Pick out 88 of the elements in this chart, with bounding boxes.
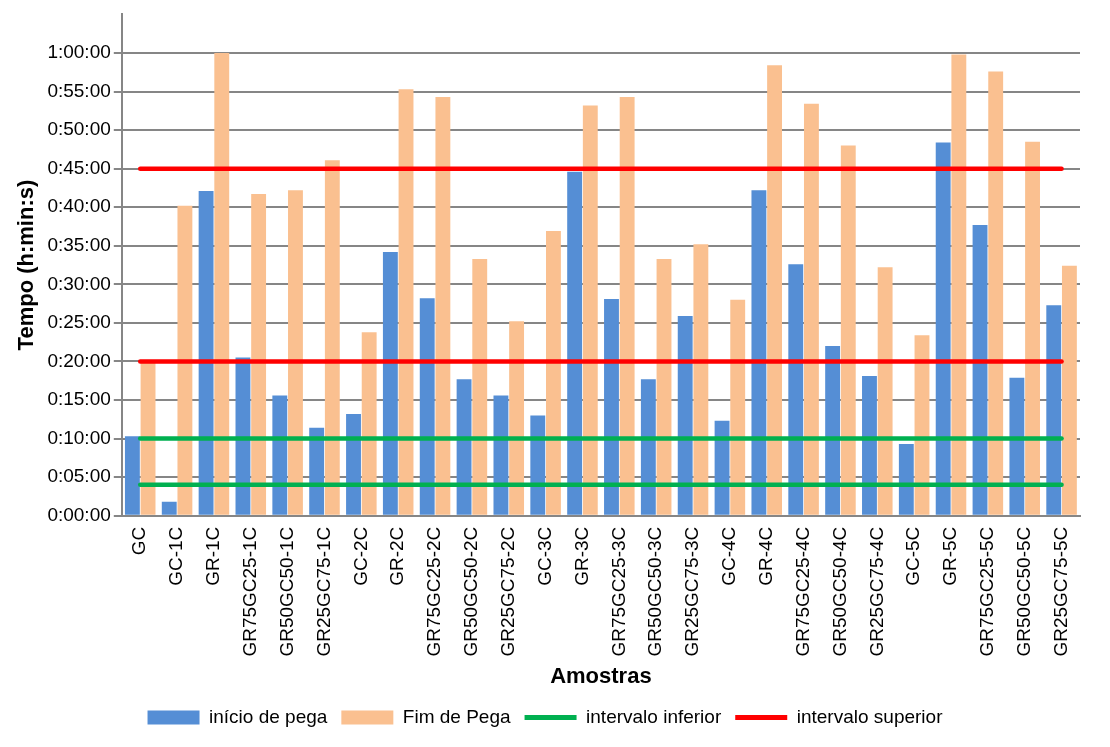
- x-tick-label: GC: [128, 526, 150, 556]
- bar: [567, 171, 583, 515]
- y-tick-label: 0:05:00: [47, 465, 111, 487]
- bar: [582, 105, 598, 515]
- legend-label: intervalo inferior: [586, 705, 722, 727]
- x-tick-label: GR25GC75-3C: [681, 526, 703, 657]
- y-axis-title: Tempo (h:min:s): [13, 179, 39, 351]
- x-tick-label: GC-5C: [902, 526, 924, 586]
- x-tick-label: GR75GC25-5C: [976, 526, 998, 657]
- legend-label: Fim de Pega: [402, 705, 511, 727]
- bar: [251, 194, 267, 515]
- x-axis-title: Amostras: [550, 662, 652, 688]
- bar: [972, 224, 988, 515]
- x-tick-label: GR50GC50-3C: [644, 526, 666, 657]
- y-tick-label: 0:15:00: [47, 388, 111, 410]
- legend-label: início de pega: [209, 705, 328, 727]
- bar: [472, 258, 488, 515]
- bar: [730, 299, 746, 515]
- y-tick-label: 0:00:00: [47, 503, 111, 525]
- bar: [788, 264, 804, 515]
- x-tick-label: GR50GC50-1C: [275, 526, 297, 657]
- x-tick-label: GR25GC75-1C: [312, 526, 334, 657]
- bar: [161, 501, 177, 515]
- bar: [1025, 141, 1040, 515]
- y-tick-label: 0:40:00: [47, 195, 111, 217]
- bar: [1009, 377, 1025, 515]
- bar: [951, 54, 967, 515]
- y-tick-label: 1:00:00: [47, 41, 111, 63]
- bar: [604, 298, 619, 515]
- y-tick-label: 0:10:00: [47, 426, 111, 448]
- x-tick-label: GR25GC75-5C: [1049, 526, 1071, 657]
- bar: [214, 52, 230, 515]
- x-tick-label: GR-2C: [386, 526, 408, 586]
- bar: [935, 142, 951, 515]
- bar: [693, 244, 709, 515]
- bar: [493, 395, 509, 515]
- bar: [862, 376, 877, 515]
- bar: [324, 160, 340, 515]
- bar: [272, 395, 288, 515]
- bar: [803, 103, 819, 515]
- x-tick-label: GC-2C: [349, 526, 371, 586]
- bar: [382, 251, 398, 515]
- y-tick-label: 0:25:00: [47, 311, 111, 333]
- bar: [177, 205, 193, 515]
- x-tick-label: GR50GC50-4C: [828, 526, 850, 657]
- x-tick-label: GR-1C: [202, 526, 224, 586]
- bar: [509, 321, 525, 515]
- x-tick-label: GR75GC25-2C: [423, 526, 445, 657]
- x-tick-label: GC-3C: [533, 526, 555, 586]
- bar: [124, 436, 140, 515]
- y-tick-label: 0:20:00: [47, 349, 111, 371]
- x-tick-label: GR-5C: [939, 526, 961, 586]
- legend-label: intervalo superior: [796, 705, 944, 727]
- x-tick-label: GR-3C: [570, 526, 592, 586]
- bar: [877, 267, 893, 515]
- bar: [435, 96, 451, 515]
- bar: [456, 379, 472, 515]
- bar: [1046, 305, 1062, 515]
- x-tick-label: GR25GC75-2C: [497, 526, 518, 657]
- x-tick-label: GR75GC25-3C: [607, 526, 629, 657]
- y-tick-label: 0:55:00: [47, 79, 111, 101]
- bar: [288, 190, 303, 515]
- x-tick-label: GR25GC75-4C: [865, 526, 887, 657]
- bar: [767, 65, 783, 515]
- bar: [751, 190, 767, 515]
- bar: [988, 71, 1004, 515]
- x-tick-label: GC-4C: [718, 526, 740, 586]
- x-tick-label: GR50GC50-2C: [460, 526, 482, 657]
- x-tick-label: GR-4C: [754, 526, 776, 586]
- y-tick-label: 0:30:00: [47, 272, 111, 294]
- bar: [898, 443, 914, 515]
- y-tick-label: 0:35:00: [47, 234, 111, 256]
- bar: [677, 315, 693, 515]
- bar: [198, 191, 214, 515]
- y-tick-label: 0:45:00: [47, 156, 111, 178]
- bar: [546, 231, 561, 515]
- bar: [619, 96, 635, 515]
- y-tick-label: 0:50:00: [47, 118, 111, 140]
- x-tick-label: GC-1C: [165, 526, 187, 586]
- x-tick-label: GR75GC25-4C: [791, 526, 813, 657]
- bar: [398, 89, 414, 515]
- bar: [361, 332, 377, 515]
- bar: [1061, 265, 1077, 515]
- bar: [419, 298, 435, 515]
- x-tick-label: GR50GC50-5C: [1012, 526, 1034, 657]
- bar: [640, 379, 656, 515]
- x-tick-label: GR75GC25-1C: [239, 526, 261, 657]
- bar: [840, 145, 856, 515]
